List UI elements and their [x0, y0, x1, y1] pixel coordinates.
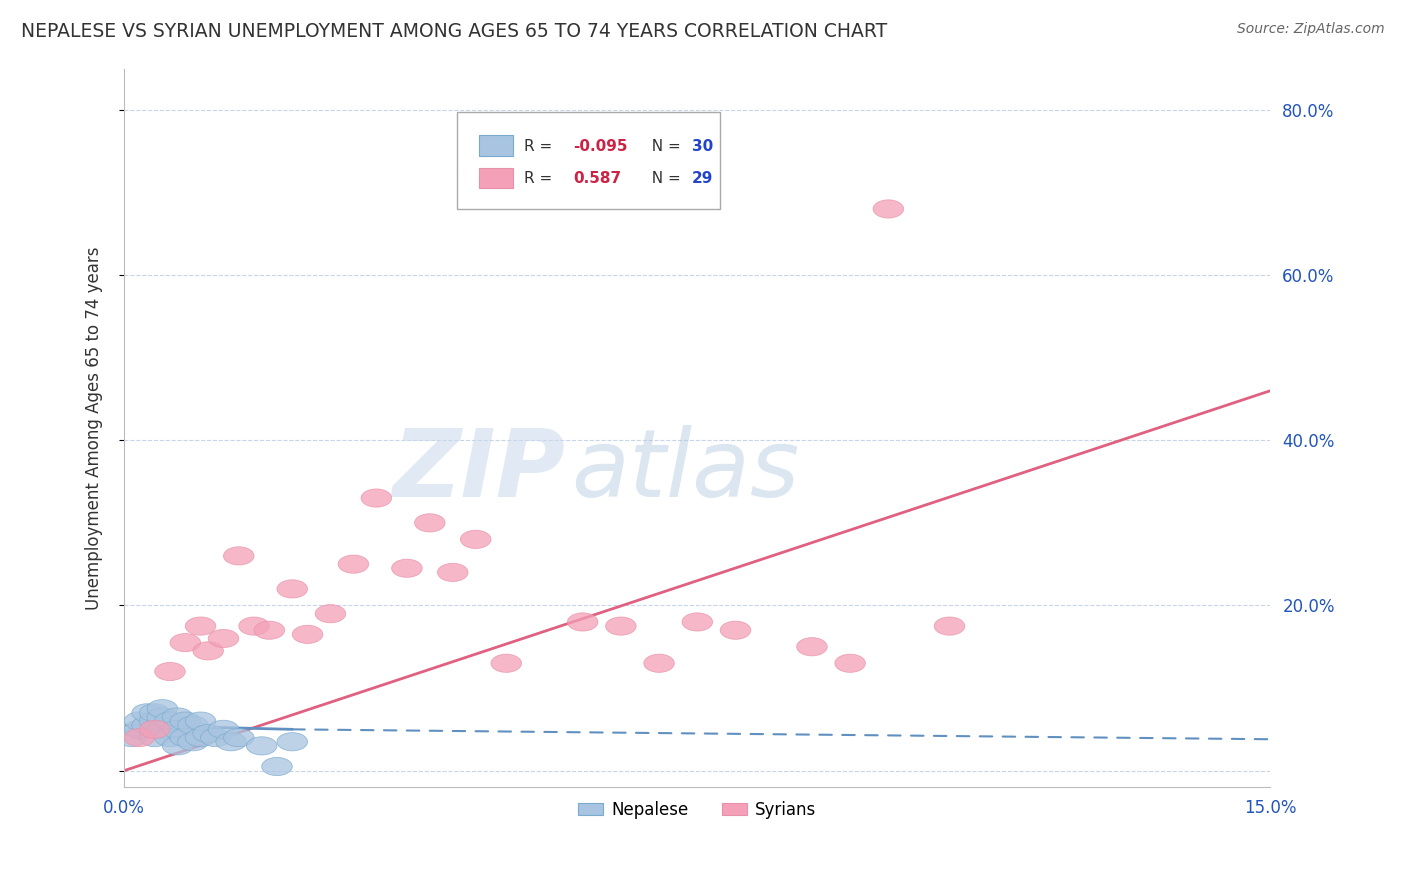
Ellipse shape	[361, 489, 392, 508]
Text: -0.095: -0.095	[574, 138, 628, 153]
Ellipse shape	[254, 621, 284, 640]
Ellipse shape	[124, 712, 155, 731]
Ellipse shape	[315, 605, 346, 623]
Ellipse shape	[491, 654, 522, 673]
Ellipse shape	[170, 712, 201, 731]
Ellipse shape	[392, 559, 422, 577]
Ellipse shape	[148, 699, 177, 718]
Text: 29: 29	[692, 171, 713, 186]
Ellipse shape	[132, 704, 162, 722]
Text: N =: N =	[643, 138, 686, 153]
Ellipse shape	[337, 555, 368, 574]
Ellipse shape	[139, 712, 170, 731]
Ellipse shape	[162, 737, 193, 755]
Text: ZIP: ZIP	[392, 425, 565, 517]
Ellipse shape	[139, 729, 170, 747]
Ellipse shape	[224, 729, 254, 747]
Ellipse shape	[239, 617, 270, 635]
Ellipse shape	[606, 617, 636, 635]
Ellipse shape	[186, 729, 217, 747]
Ellipse shape	[720, 621, 751, 640]
Text: NEPALESE VS SYRIAN UNEMPLOYMENT AMONG AGES 65 TO 74 YEARS CORRELATION CHART: NEPALESE VS SYRIAN UNEMPLOYMENT AMONG AG…	[21, 22, 887, 41]
Ellipse shape	[277, 732, 308, 751]
Ellipse shape	[568, 613, 598, 631]
Y-axis label: Unemployment Among Ages 65 to 74 years: Unemployment Among Ages 65 to 74 years	[86, 246, 103, 609]
Ellipse shape	[193, 724, 224, 742]
Ellipse shape	[682, 613, 713, 631]
Text: R =: R =	[524, 171, 562, 186]
Ellipse shape	[797, 638, 827, 656]
Ellipse shape	[186, 712, 217, 731]
Ellipse shape	[162, 708, 193, 726]
Ellipse shape	[117, 729, 148, 747]
Text: Source: ZipAtlas.com: Source: ZipAtlas.com	[1237, 22, 1385, 37]
Ellipse shape	[155, 712, 186, 731]
Ellipse shape	[217, 732, 246, 751]
FancyBboxPatch shape	[457, 112, 720, 209]
Ellipse shape	[224, 547, 254, 565]
Text: 30: 30	[692, 138, 713, 153]
Ellipse shape	[170, 729, 201, 747]
Ellipse shape	[186, 617, 217, 635]
Ellipse shape	[934, 617, 965, 635]
Ellipse shape	[208, 630, 239, 648]
Ellipse shape	[124, 729, 155, 747]
Ellipse shape	[873, 200, 904, 218]
Ellipse shape	[644, 654, 675, 673]
Text: atlas: atlas	[571, 425, 800, 516]
Ellipse shape	[177, 732, 208, 751]
Ellipse shape	[148, 708, 177, 726]
Legend: Nepalese, Syrians: Nepalese, Syrians	[571, 794, 823, 826]
Ellipse shape	[124, 720, 155, 739]
Ellipse shape	[193, 641, 224, 660]
FancyBboxPatch shape	[479, 168, 513, 188]
Ellipse shape	[162, 720, 193, 739]
Ellipse shape	[170, 633, 201, 652]
Ellipse shape	[246, 737, 277, 755]
Ellipse shape	[262, 757, 292, 776]
Ellipse shape	[132, 716, 162, 734]
Ellipse shape	[201, 729, 231, 747]
FancyBboxPatch shape	[479, 136, 513, 156]
Text: 0.587: 0.587	[574, 171, 621, 186]
Ellipse shape	[208, 720, 239, 739]
Ellipse shape	[415, 514, 446, 532]
Ellipse shape	[835, 654, 866, 673]
Ellipse shape	[155, 729, 186, 747]
Ellipse shape	[292, 625, 323, 643]
Ellipse shape	[277, 580, 308, 598]
Text: R =: R =	[524, 138, 557, 153]
Ellipse shape	[155, 663, 186, 681]
Ellipse shape	[139, 704, 170, 722]
Ellipse shape	[148, 720, 177, 739]
Ellipse shape	[437, 564, 468, 582]
Ellipse shape	[460, 530, 491, 549]
Ellipse shape	[177, 716, 208, 734]
Text: N =: N =	[643, 171, 686, 186]
Ellipse shape	[139, 720, 170, 739]
